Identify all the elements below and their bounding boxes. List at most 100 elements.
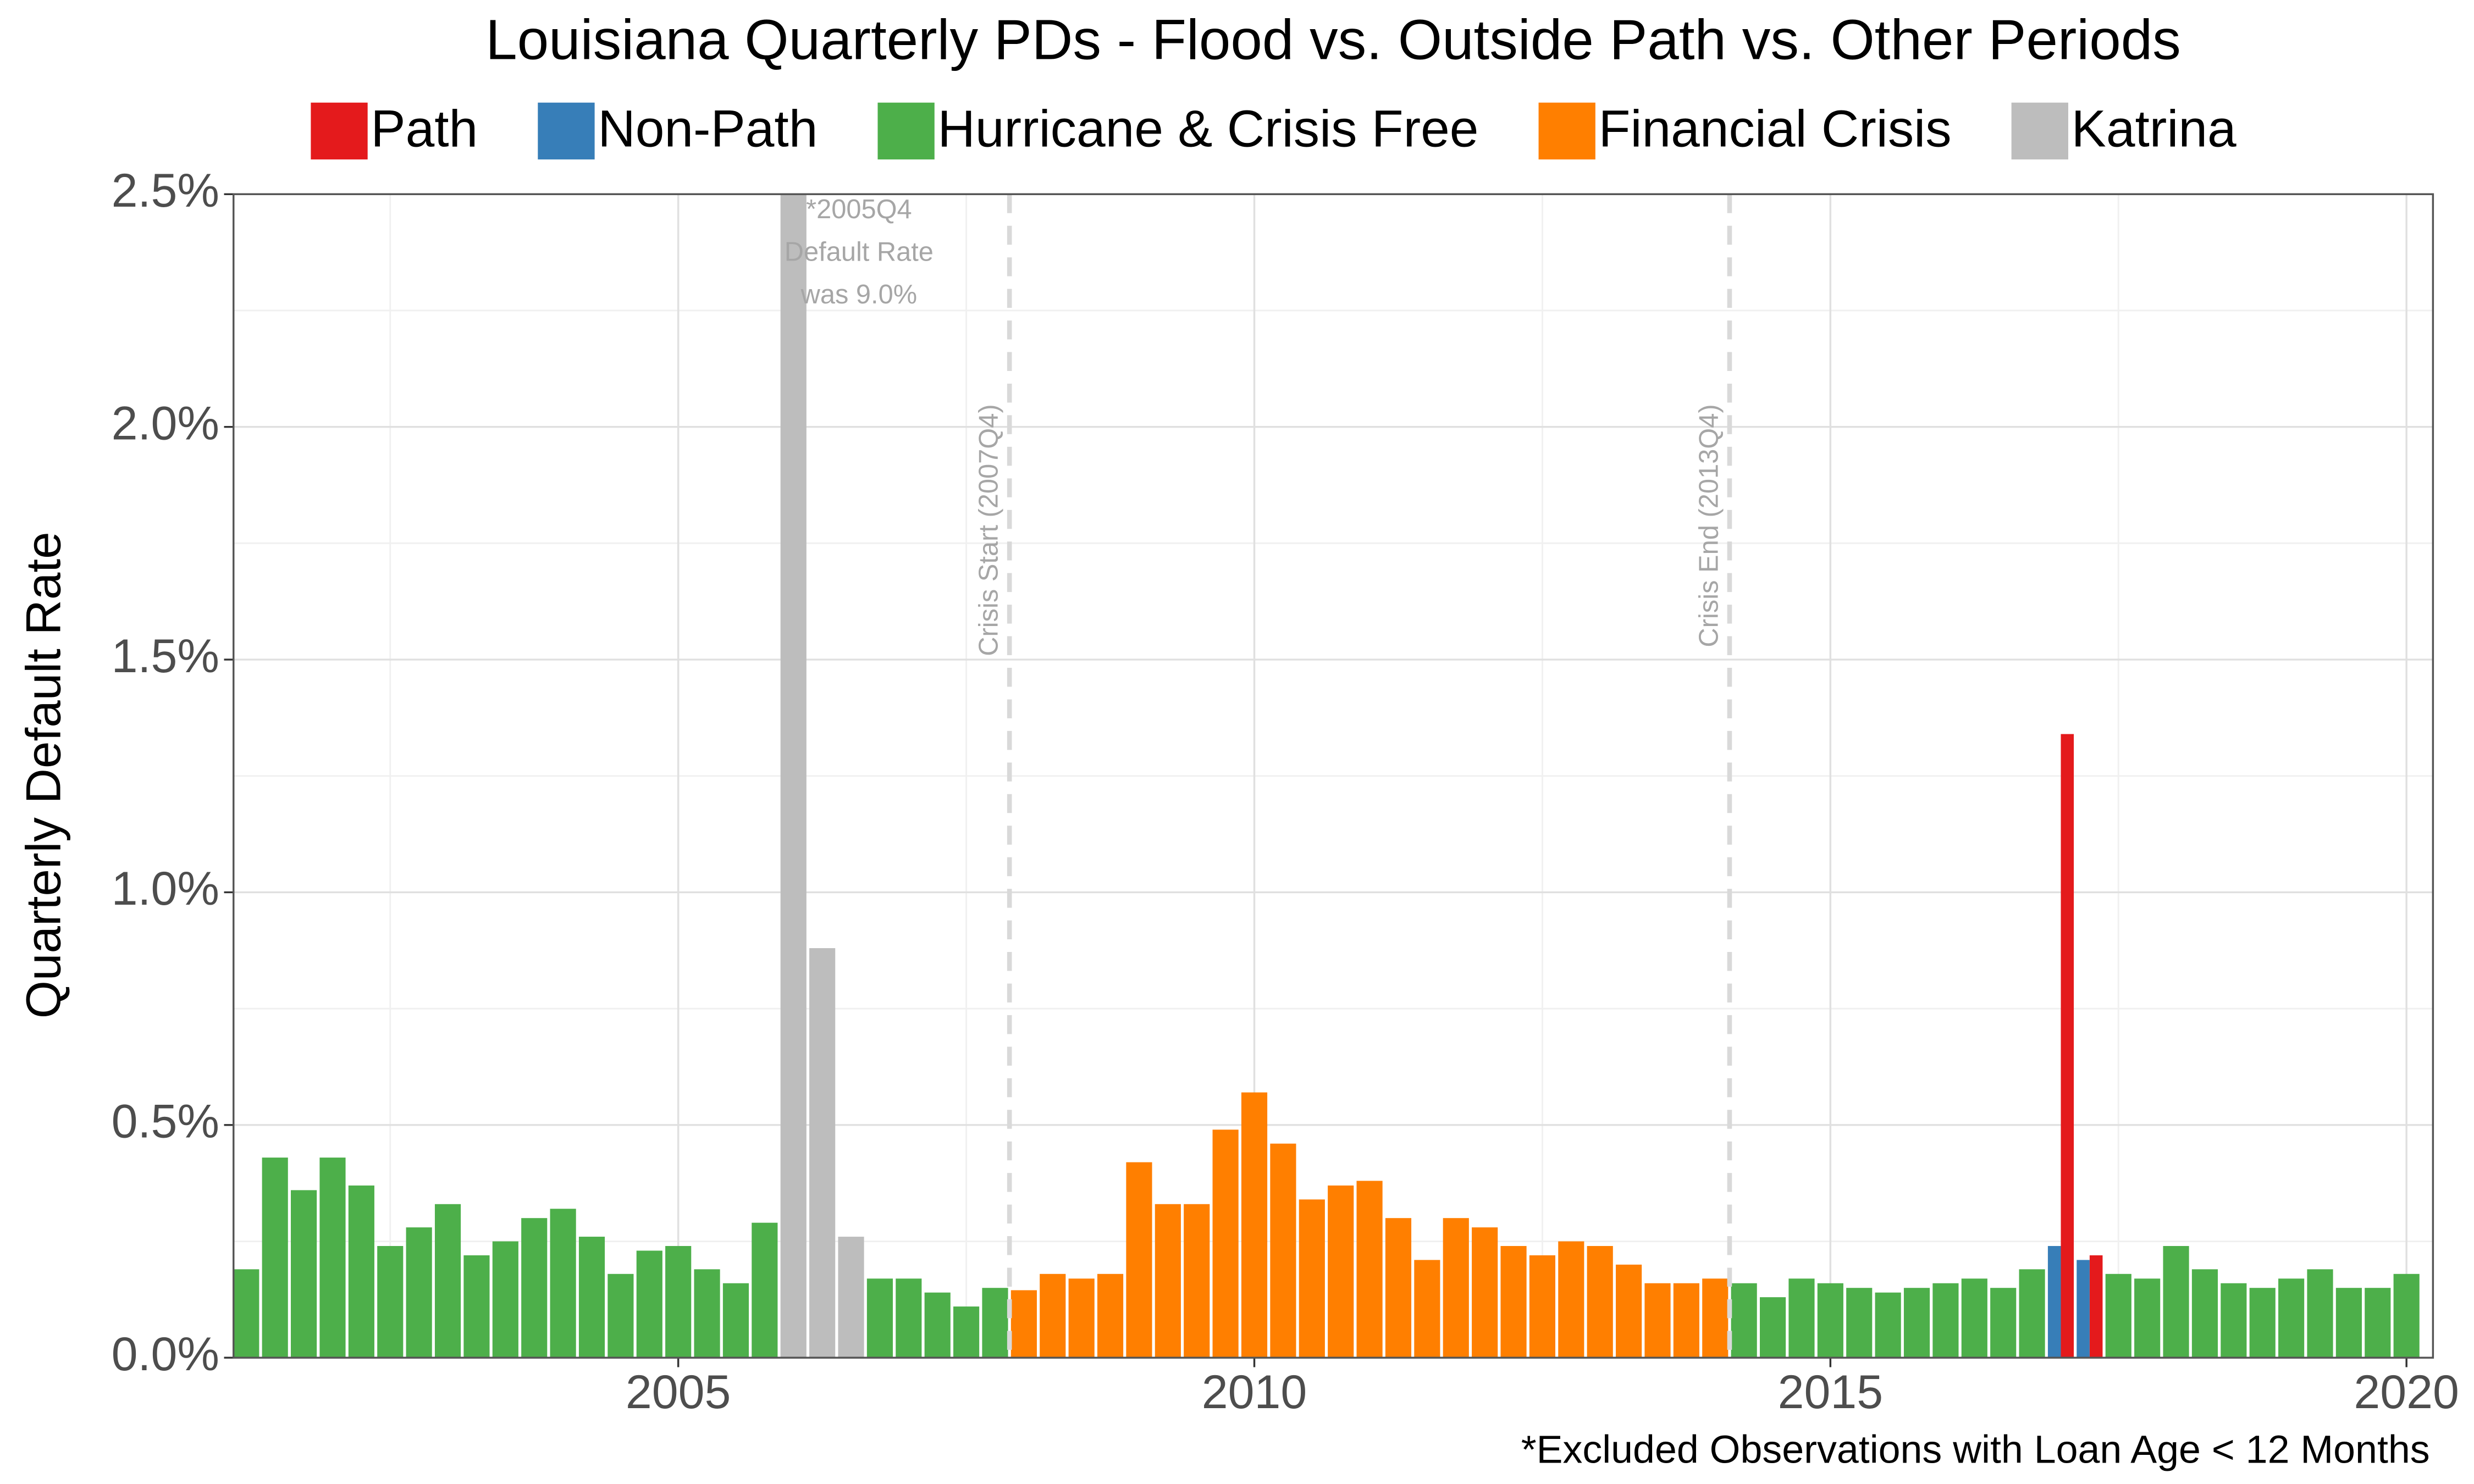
bar: [2307, 1269, 2333, 1358]
bar: [2191, 1269, 2218, 1358]
bar: [291, 1190, 317, 1358]
y-tick-label: 1.0%: [112, 862, 219, 915]
bar: [752, 1222, 778, 1358]
bar: [1932, 1283, 1959, 1358]
legend-swatch: [1538, 102, 1595, 160]
bar: [1558, 1241, 1584, 1358]
bar: [1443, 1218, 1469, 1358]
bar: [982, 1288, 1008, 1358]
bar: [809, 948, 836, 1358]
bar: [2221, 1283, 2247, 1358]
bar: [1731, 1283, 1757, 1358]
plot-border: [233, 193, 2434, 1359]
bar: [2105, 1273, 2131, 1358]
bar: [1587, 1245, 1613, 1358]
bar: [492, 1241, 518, 1358]
bar: [1529, 1255, 1556, 1358]
bar: [866, 1278, 893, 1358]
bar: [953, 1306, 980, 1358]
bar: [377, 1245, 404, 1358]
bar: [896, 1278, 922, 1358]
bar: [2089, 1255, 2103, 1358]
bar: [348, 1185, 374, 1358]
bar: [2365, 1288, 2391, 1358]
annotation: was 9.0%: [800, 280, 917, 309]
caption: *Excluded Observations with Loan Age < 1…: [1521, 1427, 2430, 1471]
y-tick-label: 1.5%: [112, 630, 219, 683]
legend-swatch: [877, 102, 935, 160]
legend-swatch: [538, 102, 595, 160]
y-tick-label: 2.5%: [112, 164, 219, 217]
bar: [838, 1237, 864, 1358]
legend-label: Non-Path: [598, 99, 818, 158]
bar: [2134, 1278, 2161, 1358]
bar: [1328, 1185, 1354, 1358]
bar: [1184, 1204, 1210, 1358]
legend-swatch: [2011, 102, 2068, 160]
bar: [1385, 1218, 1412, 1358]
bar: [2077, 1260, 2090, 1358]
legend-label: Path: [371, 99, 478, 158]
bar: [2393, 1273, 2420, 1358]
bar: [1472, 1227, 1498, 1358]
y-tick-label: 2.0%: [112, 397, 219, 450]
bar: [1990, 1288, 2017, 1358]
bar: [1010, 1290, 1037, 1358]
bar: [463, 1255, 490, 1358]
bar: [665, 1245, 692, 1358]
legend-label: Financial Crisis: [1599, 99, 1952, 158]
x-tick-label: 2020: [2354, 1366, 2459, 1419]
bar: [550, 1209, 576, 1358]
bar: [434, 1204, 461, 1358]
bar: [1673, 1283, 1699, 1358]
bar: [636, 1250, 662, 1358]
x-tick-label: 2005: [626, 1366, 731, 1419]
bar: [319, 1158, 346, 1358]
bar: [2019, 1269, 2045, 1358]
bar: [1846, 1288, 1873, 1358]
bar: [233, 1269, 259, 1358]
bar: [722, 1283, 749, 1358]
bar: [1414, 1260, 1440, 1358]
bar: [578, 1237, 605, 1358]
annotation: *2005Q4: [806, 195, 912, 224]
bar: [780, 194, 807, 1358]
bar: [1616, 1264, 1642, 1358]
bar: [2335, 1288, 2362, 1358]
bar: [1356, 1181, 1383, 1358]
reference-label: Crisis End (2013Q4): [1694, 404, 1724, 647]
bar: [1875, 1292, 1901, 1358]
bar: [2163, 1245, 2189, 1358]
chart-title: Louisiana Quarterly PDs - Flood vs. Outs…: [485, 8, 2181, 71]
bar: [1961, 1278, 1987, 1358]
reference-label: Crisis Start (2007Q4): [974, 404, 1004, 656]
bar: [1702, 1278, 1729, 1358]
bar: [2061, 734, 2074, 1358]
bar: [2278, 1278, 2305, 1358]
bar: [924, 1292, 951, 1358]
bar: [1212, 1129, 1239, 1358]
bar: [1299, 1199, 1325, 1358]
bar: [521, 1218, 548, 1358]
bar: [694, 1269, 720, 1358]
bar: [2249, 1288, 2276, 1358]
bar: [1040, 1273, 1066, 1358]
bar: [2047, 1245, 2061, 1358]
bar: [262, 1158, 288, 1358]
bars: [233, 194, 2420, 1358]
bar: [1068, 1278, 1095, 1358]
legend-swatch: [311, 102, 368, 160]
bar: [1270, 1143, 1296, 1358]
bar: [608, 1273, 634, 1358]
x-tick-label: 2015: [1778, 1366, 1884, 1419]
bar: [1903, 1288, 1930, 1358]
bar: [1788, 1278, 1815, 1358]
y-tick-label: 0.5%: [112, 1095, 219, 1148]
bar: [1155, 1204, 1181, 1358]
bar: [1759, 1297, 1786, 1358]
legend-label: Hurricane & Crisis Free: [938, 99, 1479, 158]
annotation: Default Rate: [785, 237, 934, 267]
bar: [406, 1227, 432, 1358]
bar: [1500, 1245, 1527, 1358]
